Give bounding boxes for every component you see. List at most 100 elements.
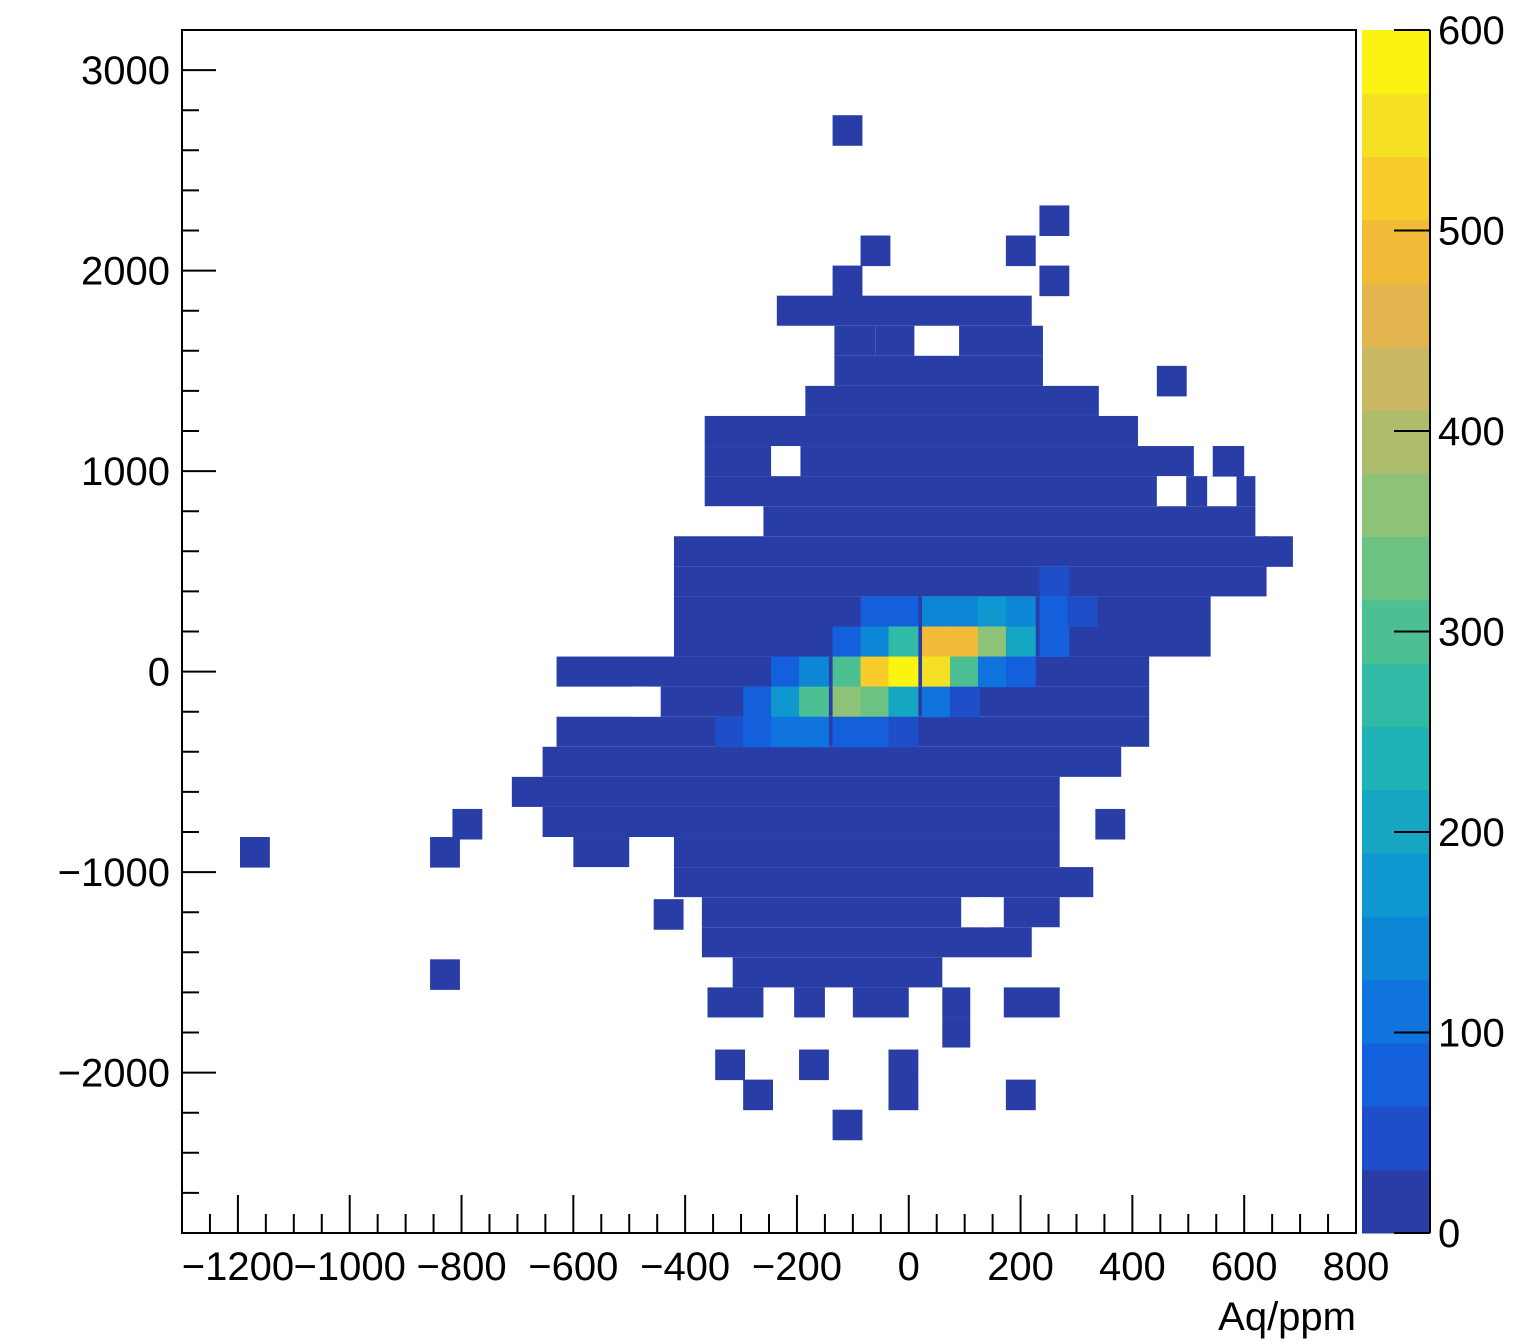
x-tick-label: −400 xyxy=(640,1245,730,1289)
heatmap-cell xyxy=(1039,596,1070,627)
heatmap-cell xyxy=(771,686,801,718)
heatmap-cell xyxy=(715,716,746,748)
y-tick-label: 2000 xyxy=(81,250,170,294)
color-scale-band xyxy=(1362,979,1430,1044)
background-cell xyxy=(573,837,630,868)
heatmap-cell xyxy=(1005,596,1036,627)
empty-cell xyxy=(631,686,661,717)
heatmap-cell xyxy=(743,1079,773,1111)
heatmap-cell xyxy=(922,596,952,627)
x-axis: −1200 −1000 −800 −600 −400 −200 0 200 400 600 800 xyxy=(181,1195,1390,1289)
empty-cell xyxy=(1156,476,1187,507)
x-tick-label: −600 xyxy=(528,1245,618,1289)
heatmap-cell xyxy=(430,837,460,868)
heatmap-cell xyxy=(430,959,460,990)
heatmap-cell xyxy=(888,716,919,748)
heatmap-cell xyxy=(743,686,773,718)
heatmap-cell xyxy=(832,1109,863,1141)
heatmap-cell xyxy=(977,626,1008,658)
background-cell xyxy=(776,295,1032,326)
color-scale-tick-label: 400 xyxy=(1438,410,1505,454)
y-tick-label: 3000 xyxy=(81,49,170,93)
background-cell xyxy=(732,957,943,988)
background-cell xyxy=(673,837,1060,868)
heatmap-cell xyxy=(1039,626,1070,658)
color-scale-bar xyxy=(1362,30,1430,1234)
y-tick-label: −1000 xyxy=(58,851,170,895)
heatmap-cell xyxy=(1005,235,1036,267)
color-scale-band xyxy=(1362,536,1430,601)
color-scale-band xyxy=(1362,916,1430,981)
color-scale-band xyxy=(1362,156,1430,221)
background-cell xyxy=(794,987,825,1018)
heatmap-cell xyxy=(888,1049,919,1081)
heatmap-cell xyxy=(1263,536,1293,567)
background-cell xyxy=(673,566,1267,597)
heatmap-cell xyxy=(977,596,1008,627)
heatmap-cell xyxy=(743,716,773,748)
color-scale-band xyxy=(1362,1106,1430,1171)
heatmap-cell xyxy=(888,656,919,688)
heatmap-cell xyxy=(799,716,829,748)
heatmap-cell xyxy=(922,686,952,718)
color-scale-band xyxy=(1362,93,1430,158)
color-scale-band xyxy=(1362,283,1430,348)
x-tick-label: 800 xyxy=(1323,1245,1390,1289)
heatmap-cell xyxy=(715,1049,746,1081)
x-tick-label: −1200 xyxy=(182,1245,294,1289)
heatmap-cell xyxy=(832,686,863,718)
color-scale-band xyxy=(1362,663,1430,727)
background-cell xyxy=(542,806,1060,838)
heatmap-cell xyxy=(832,626,863,658)
y-tick-label: 0 xyxy=(148,651,170,695)
background-cell xyxy=(834,325,876,356)
background-cell xyxy=(542,746,1122,777)
color-scale-band xyxy=(1362,346,1430,411)
heatmap-cell xyxy=(1039,265,1070,297)
background-cell xyxy=(511,776,1060,807)
color-scale-tick-label: 600 xyxy=(1438,9,1505,53)
color-scale-band xyxy=(1362,726,1430,791)
background-cell xyxy=(701,927,1032,958)
heatmap-cell xyxy=(1039,566,1070,597)
heatmap-cell xyxy=(860,656,891,688)
x-axis-title: Aq/ppm xyxy=(1218,1295,1356,1339)
heatmap-cell xyxy=(1095,808,1126,840)
heatmap-cell xyxy=(888,626,919,658)
heatmap-cell xyxy=(1005,1079,1036,1111)
color-scale-axis: 0 100 200 300 400 500 600 xyxy=(1394,9,1505,1256)
background-cell xyxy=(673,536,1267,567)
color-scale-tick-label: 300 xyxy=(1438,611,1505,655)
background-cell xyxy=(834,355,1043,386)
heatmap-cell xyxy=(832,716,863,748)
heatmap-cell xyxy=(860,716,891,748)
heatmap-cell xyxy=(799,686,829,718)
color-scale-band xyxy=(1362,1169,1430,1234)
y-tick-label: −2000 xyxy=(58,1052,170,1096)
heatmap-cell xyxy=(1005,626,1036,658)
empty-cell xyxy=(961,897,991,928)
background-cell xyxy=(875,325,915,356)
y-axis: −2000 −1000 0 1000 2000 3000 xyxy=(58,29,216,1234)
heatmap-cell xyxy=(1067,596,1098,627)
heatmap-cell xyxy=(832,115,863,146)
heatmap-cell xyxy=(949,626,980,658)
heatmap-cell xyxy=(1156,365,1187,397)
background-cell xyxy=(707,987,764,1018)
background-cell xyxy=(942,1017,971,1048)
heatmap-cell xyxy=(977,656,1008,688)
background-cell xyxy=(763,506,1256,537)
heatmap-cell xyxy=(771,716,801,748)
heatmap-cell xyxy=(1212,446,1243,477)
background-cell xyxy=(1003,987,1060,1018)
heatmap-cell xyxy=(888,596,919,627)
color-scale-tick-label: 100 xyxy=(1438,1012,1505,1056)
x-tick-label: −800 xyxy=(416,1245,506,1289)
background-cell xyxy=(704,415,1138,447)
heatmap-cell xyxy=(949,656,980,688)
background-cell xyxy=(673,867,1094,898)
color-scale-tick-label: 500 xyxy=(1438,210,1505,254)
x-tick-label: −1000 xyxy=(294,1245,406,1289)
heatmap-cell xyxy=(949,686,980,718)
